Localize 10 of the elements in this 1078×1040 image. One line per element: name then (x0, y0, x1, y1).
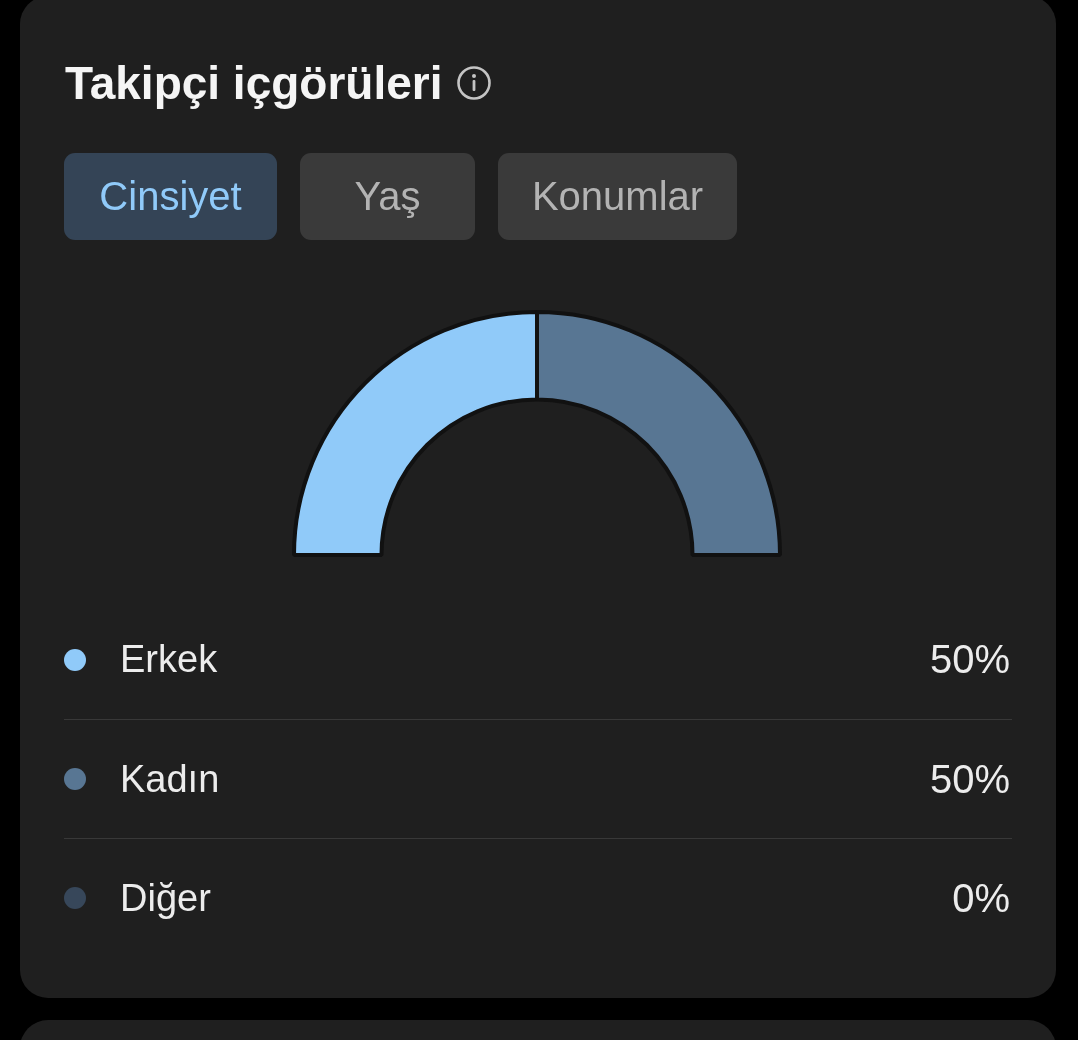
text: Konumlar (531, 174, 704, 219)
legend-label: Kadın (120, 757, 220, 801)
text: Yaş (354, 174, 421, 219)
text: Cinsiyet (99, 174, 242, 219)
legend-label: Diğer (120, 876, 211, 920)
data-label: 50% (929, 756, 1010, 802)
legend-label: Erkek (120, 638, 218, 681)
data-label: 50% (929, 637, 1010, 682)
chart-title: Takipçi içgörüleri (65, 56, 443, 110)
text: 0% (952, 875, 1010, 920)
